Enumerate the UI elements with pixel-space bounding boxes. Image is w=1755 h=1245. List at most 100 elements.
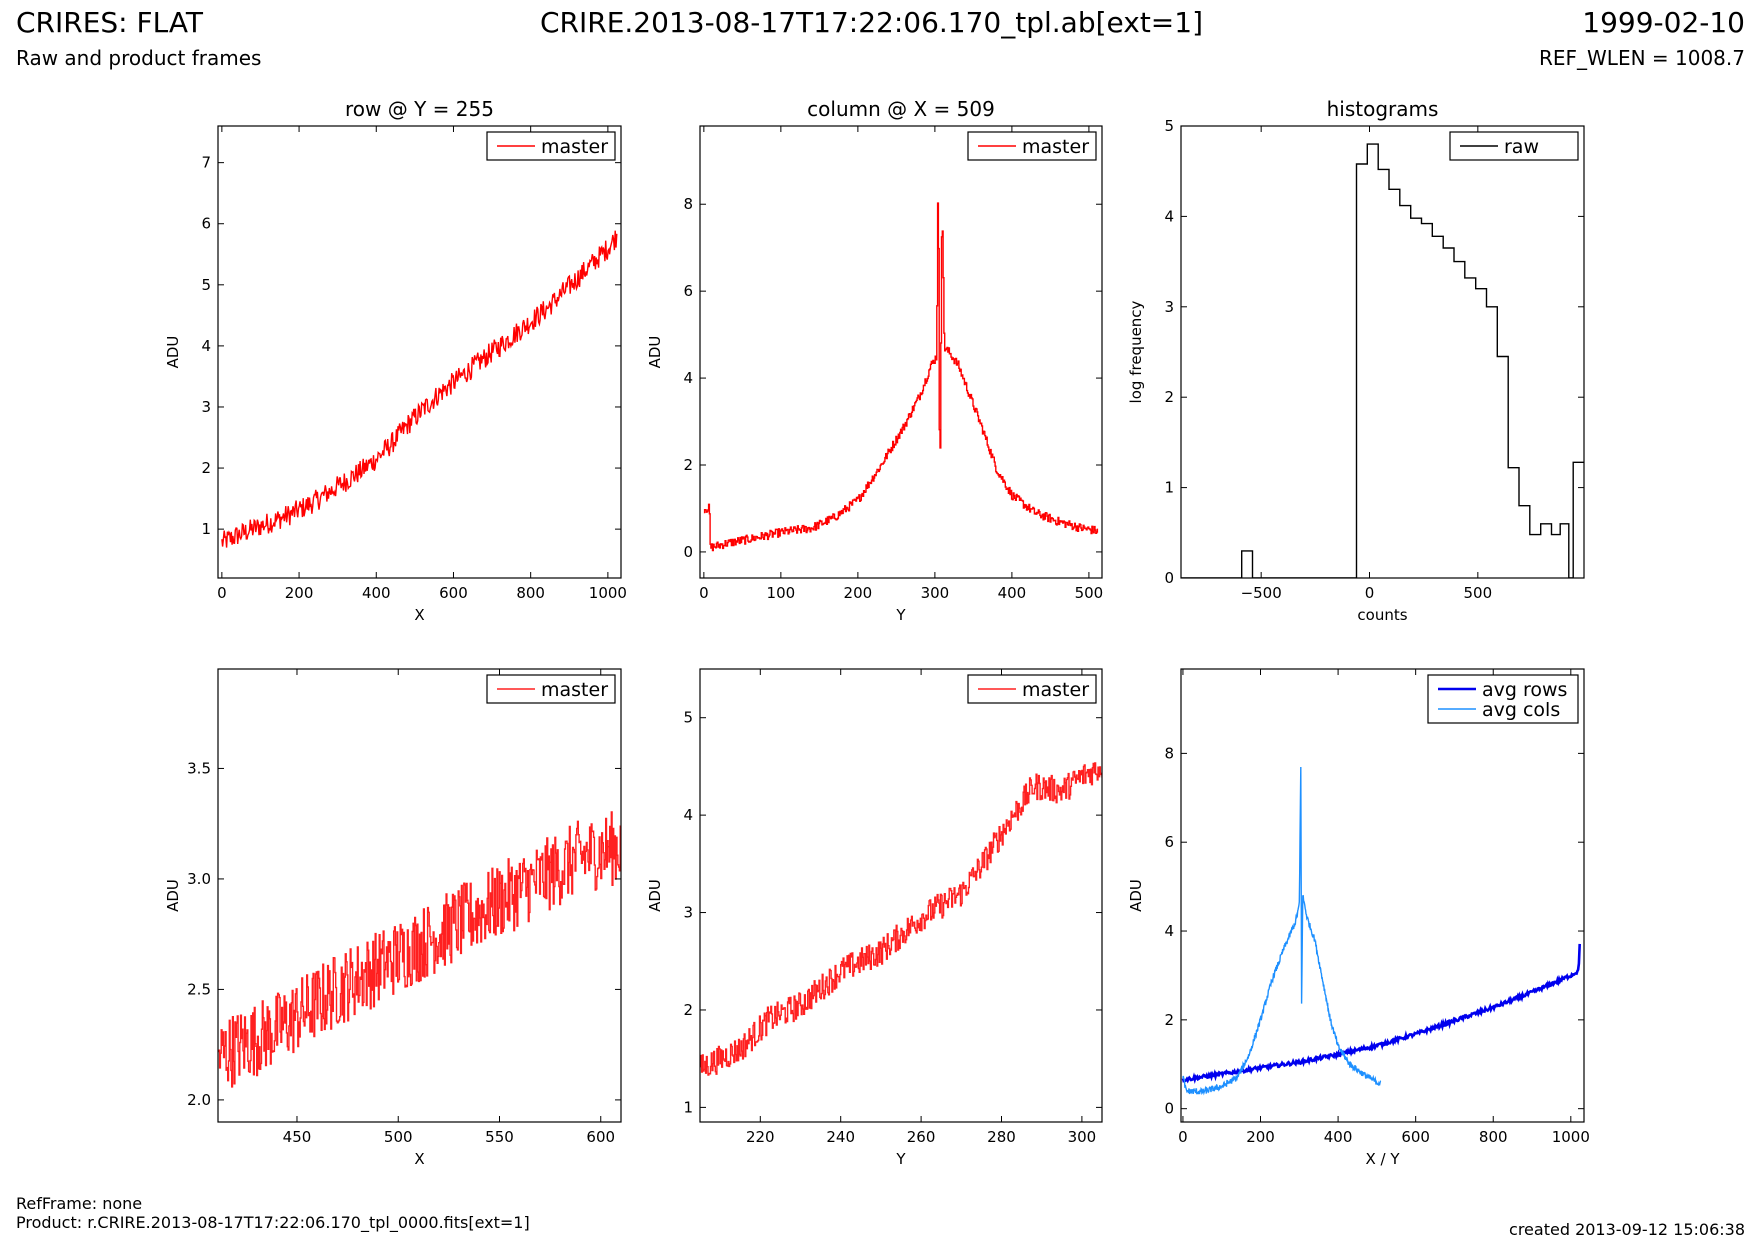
- report-subtitle: Raw and product frames: [16, 46, 262, 70]
- date-title: 1999-02-10: [1582, 6, 1745, 39]
- series-line-raw: [1181, 143, 1584, 578]
- x-axis-label: Y: [895, 606, 906, 624]
- legend-label: avg cols: [1482, 699, 1560, 721]
- x-tick-label: 280: [987, 1128, 1016, 1146]
- y-axis-label: ADU: [646, 879, 664, 912]
- y-tick-label: 7: [201, 154, 211, 172]
- legend-box: [486, 131, 616, 161]
- y-tick-label: 4: [683, 369, 693, 387]
- y-axis-label: ADU: [164, 336, 182, 369]
- y-tick-label: 2: [683, 1001, 693, 1019]
- x-tick-label: 220: [746, 1128, 775, 1146]
- chart-panel-4: 450 500 550 600 2.0 2.5 3.0 3.5 X ADU master: [164, 668, 622, 1168]
- axes-frame: [699, 668, 1103, 1123]
- refframe-label: RefFrame: none: [16, 1194, 143, 1213]
- y-tick-label: 2.5: [187, 980, 211, 998]
- legend: master: [967, 131, 1097, 161]
- axes-frame: [217, 125, 622, 579]
- axes-frame: [1180, 125, 1585, 579]
- y-tick-label: 0: [683, 543, 693, 561]
- legend: master: [486, 131, 616, 161]
- y-tick-label: 6: [1164, 833, 1174, 851]
- x-tick-label: 0: [1178, 1128, 1188, 1146]
- legend-label: raw: [1504, 136, 1539, 158]
- y-axis-label: ADU: [164, 879, 182, 912]
- x-tick-label: 0: [217, 584, 227, 602]
- legend-box: [1427, 674, 1579, 724]
- chart-panel-2: 0 100 200 300 400 500 0 2 4 6 8 column @ X = 509 Y AD…: [646, 97, 1103, 624]
- legend-label: avg rows: [1482, 679, 1567, 701]
- y-tick-label: 3: [683, 904, 693, 922]
- axes-frame: [1180, 668, 1585, 1123]
- legend-label: master: [541, 136, 608, 158]
- y-tick-label: 6: [201, 215, 211, 233]
- x-tick-label: 1000: [589, 584, 627, 602]
- legend: master: [486, 674, 616, 704]
- x-tick-label: 550: [485, 1128, 514, 1146]
- y-tick-label: 5: [201, 276, 211, 294]
- y-tick-label: 6: [683, 282, 693, 300]
- chart-panel-3: −500 0 500 0 1 2 3 4 5 histograms counts log freque…: [1127, 97, 1585, 624]
- y-tick-label: 5: [1164, 117, 1174, 135]
- x-axis-label: X / Y: [1365, 1150, 1400, 1168]
- y-tick-label: 4: [201, 337, 211, 355]
- y-tick-label: 0: [1164, 1100, 1174, 1118]
- axes-frame: [699, 125, 1103, 579]
- x-tick-label: 400: [1324, 1128, 1353, 1146]
- x-axis-label: counts: [1357, 606, 1407, 624]
- y-tick-label: 1: [201, 520, 211, 538]
- y-tick-label: 4: [1164, 207, 1174, 225]
- y-axis-label: ADU: [1127, 879, 1145, 912]
- file-name-title: CRIRE.2013-08-17T17:22:06.170_tpl.ab[ext…: [540, 6, 1204, 39]
- y-tick-label: 4: [1164, 922, 1174, 940]
- y-tick-label: 0: [1164, 569, 1174, 587]
- x-tick-label: 1000: [1552, 1128, 1590, 1146]
- x-tick-label: 500: [384, 1128, 413, 1146]
- series-line-avg-cols: [1182, 766, 1382, 1096]
- x-tick-label: 800: [1479, 1128, 1508, 1146]
- x-tick-label: 260: [907, 1128, 936, 1146]
- y-tick-label: 1: [683, 1098, 693, 1116]
- y-tick-label: 3.0: [187, 870, 211, 888]
- x-tick-label: 400: [998, 584, 1027, 602]
- x-tick-label: 600: [586, 1128, 615, 1146]
- created-timestamp: created 2013-09-12 15:06:38: [1509, 1220, 1745, 1239]
- y-tick-label: 4: [683, 806, 693, 824]
- x-tick-label: 200: [1246, 1128, 1275, 1146]
- y-axis-label: log frequency: [1127, 300, 1145, 403]
- chart-title: histograms: [1327, 97, 1439, 121]
- legend-label: master: [1022, 679, 1089, 701]
- x-tick-label: 450: [283, 1128, 312, 1146]
- x-tick-label: 800: [516, 584, 545, 602]
- y-tick-label: 2.0: [187, 1091, 211, 1109]
- x-tick-label: 500: [1464, 584, 1493, 602]
- x-tick-label: 600: [1401, 1128, 1430, 1146]
- chart-title: row @ Y = 255: [345, 97, 494, 121]
- series-line-avg-rows: [1181, 943, 1581, 1084]
- x-axis-label: Y: [895, 1150, 906, 1168]
- x-tick-label: 100: [767, 584, 796, 602]
- y-tick-label: 2: [683, 456, 693, 474]
- report-title: CRIRES: FLAT: [16, 6, 203, 39]
- x-tick-label: 240: [826, 1128, 855, 1146]
- series-line-master: [700, 762, 1102, 1076]
- y-tick-label: 3: [1164, 298, 1174, 316]
- y-tick-label: 8: [683, 195, 693, 213]
- chart-panel-1: 0 200 400 600 800 1000 1 2 3 4 5 6 7 row @ Y = 255 X AD…: [164, 97, 627, 624]
- y-tick-label: 2: [1164, 1011, 1174, 1029]
- legend-label: master: [541, 679, 608, 701]
- x-tick-label: 400: [362, 584, 391, 602]
- x-tick-label: −500: [1241, 584, 1282, 602]
- ref-wlen-label: REF_WLEN = 1008.7: [1538, 46, 1745, 70]
- x-axis-label: X: [414, 606, 424, 624]
- x-tick-label: 0: [699, 584, 709, 602]
- y-tick-label: 2: [1164, 388, 1174, 406]
- y-tick-label: 2: [201, 459, 211, 477]
- legend: master: [967, 674, 1097, 704]
- legend-label: master: [1022, 136, 1089, 158]
- product-label: Product: r.CRIRE.2013-08-17T17:22:06.170…: [16, 1213, 530, 1232]
- y-tick-label: 1: [1164, 479, 1174, 497]
- x-tick-label: 300: [921, 584, 950, 602]
- x-tick-label: 600: [439, 584, 468, 602]
